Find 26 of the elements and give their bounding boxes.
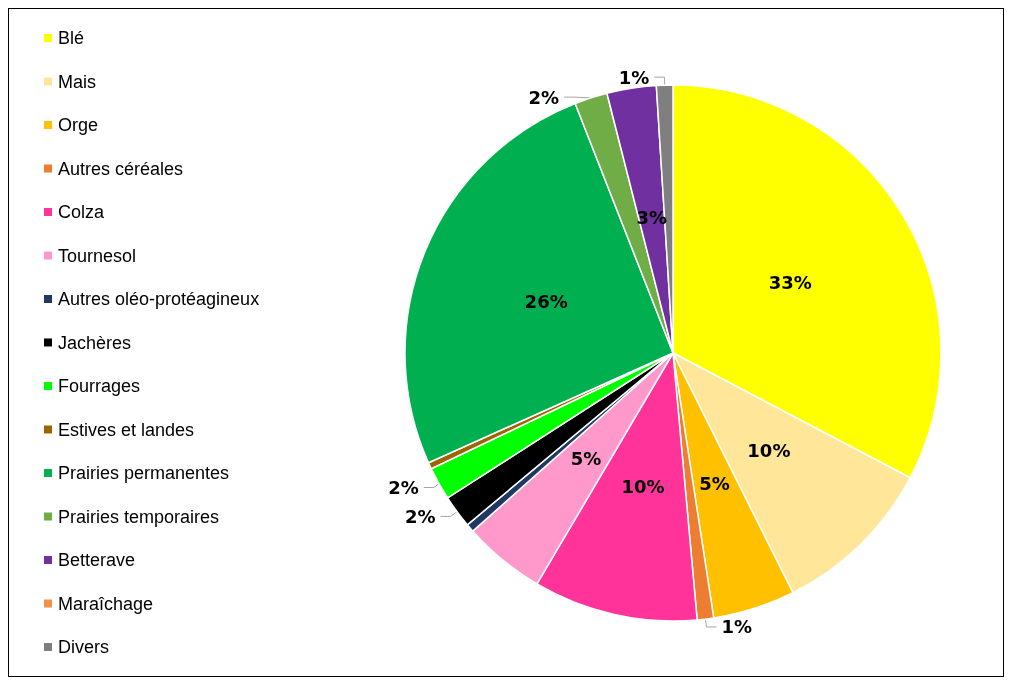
legend-label: Jachères: [58, 332, 132, 353]
data-label: 10%: [747, 440, 791, 462]
data-label: 33%: [768, 271, 812, 293]
legend-label: Fourrages: [58, 376, 141, 396]
legend-label: Betterave: [58, 550, 136, 570]
legend-label: Autres céréales: [58, 158, 184, 179]
legend-label: Mais: [58, 71, 97, 92]
legend-label: Estives et landes: [58, 419, 195, 440]
data-label: 10%: [621, 476, 665, 498]
data-label: 2%: [528, 86, 560, 108]
legend-label: Colza: [58, 202, 106, 222]
legend-label: Blé: [58, 28, 85, 48]
data-label: 1%: [721, 616, 752, 638]
legend-label: Prairies temporaires: [58, 506, 220, 527]
legend-label: Autres oléo-protéagineux: [58, 289, 260, 309]
data-label: 26%: [524, 290, 568, 312]
legend-label: Tournesol: [58, 245, 137, 266]
data-label: 5%: [570, 448, 602, 470]
legend-label: Maraîchage: [58, 593, 154, 614]
legend-label: Prairies permanentes: [58, 463, 230, 483]
legend-label: Divers: [58, 637, 110, 657]
data-label: 2%: [405, 505, 436, 527]
data-label: 1%: [618, 66, 650, 88]
data-label: 2%: [388, 477, 419, 499]
legend-label: Orge: [58, 115, 99, 135]
data-label: 5%: [699, 473, 730, 495]
